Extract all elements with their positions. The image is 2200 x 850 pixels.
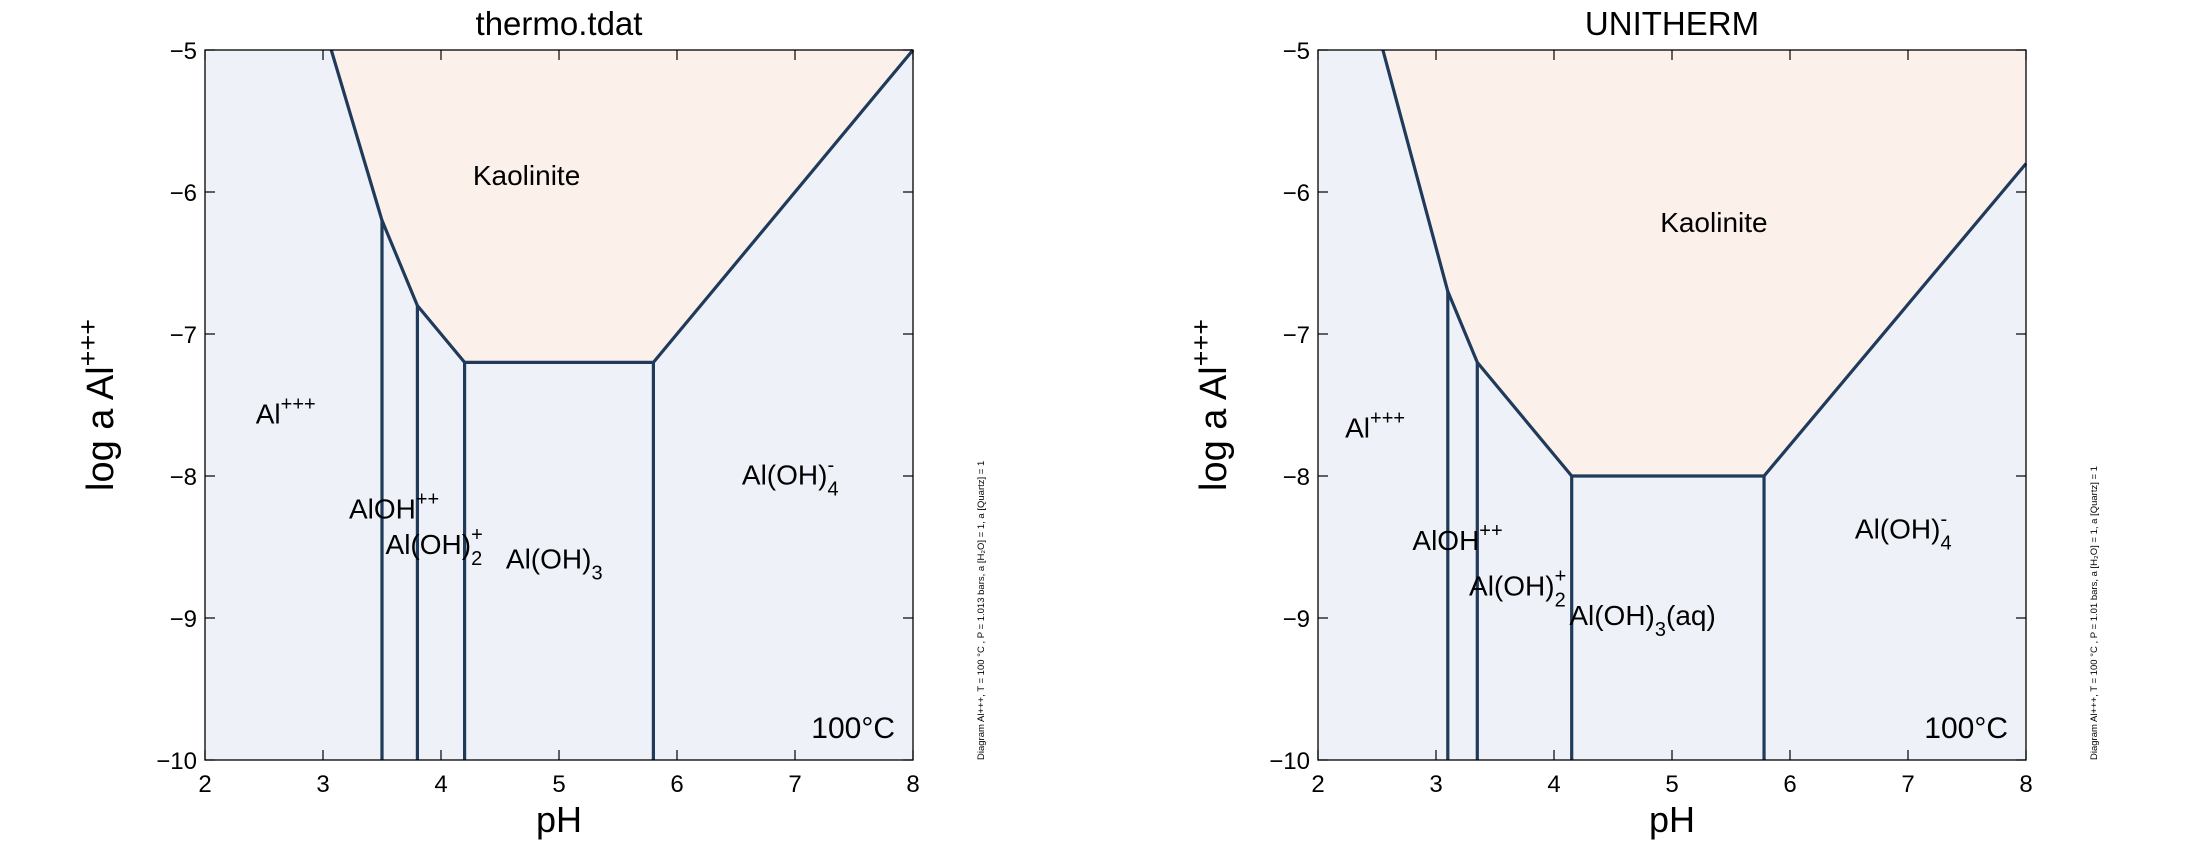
y-axis-label-text: log a Al	[80, 366, 122, 491]
kaolinite-region	[331, 50, 913, 363]
chart-title: thermo.tdat	[476, 5, 643, 42]
field-label: Al(OH)2+	[386, 524, 483, 570]
field-label-base: AlOH	[349, 494, 416, 525]
field-label: Al(OH)3(aq)	[1569, 600, 1715, 641]
y-tick-label: −7	[170, 322, 197, 349]
y-tick-label: −8	[170, 464, 197, 491]
x-tick-label: 7	[788, 771, 801, 798]
x-tick-label: 5	[1665, 771, 1678, 798]
x-tick-label: 8	[2019, 771, 2032, 798]
field-label-base: Al(OH)	[386, 529, 472, 560]
field-label-sup: ++	[1479, 520, 1502, 542]
x-axis-label: pH	[536, 799, 582, 840]
field-label: Al(OH)4-	[1855, 508, 1952, 554]
x-tick-label: 5	[552, 771, 565, 798]
diagram-note: Diagram Al+++, T = 100 °C , P = 1.01 bar…	[2089, 466, 2100, 760]
temperature-label: 100°C	[811, 712, 895, 745]
y-tick-label: −10	[1269, 748, 1310, 775]
field-label-base: Al(OH)	[506, 543, 592, 574]
temperature-label: 100°C	[1924, 712, 2008, 745]
field-label-sup: +	[471, 524, 483, 546]
field-label-base: Al	[1345, 413, 1370, 444]
y-axis-label-sup: +++	[1186, 319, 1216, 366]
y-tick-label: −5	[170, 38, 197, 65]
x-tick-label: 2	[198, 771, 211, 798]
field-label-sub: 4	[1940, 532, 1951, 554]
field-label-base: Al(OH)	[742, 460, 828, 491]
field-label-sup: -	[1940, 508, 1947, 530]
x-tick-label: 3	[316, 771, 329, 798]
y-tick-label: −9	[1283, 606, 1310, 633]
y-tick-label: −7	[1283, 322, 1310, 349]
x-tick-label: 6	[1783, 771, 1796, 798]
y-tick-label: −6	[1283, 180, 1310, 207]
y-axis-label: log a Al+++	[73, 319, 122, 491]
x-tick-label: 6	[670, 771, 683, 798]
field-label-sup: +	[1555, 565, 1567, 587]
y-tick-label: −5	[1283, 38, 1310, 65]
x-tick-label: 4	[434, 771, 447, 798]
field-label-sup: ++	[416, 489, 439, 511]
y-axis-label: log a Al+++	[1186, 319, 1235, 491]
field-label: Kaolinite	[1660, 207, 1767, 238]
field-label-base: Kaolinite	[1660, 207, 1767, 238]
field-label-suffix: (aq)	[1666, 600, 1716, 631]
x-tick-label: 4	[1547, 771, 1560, 798]
field-label-sub: 4	[827, 479, 838, 501]
field-label-base: Al	[256, 398, 281, 429]
x-tick-label: 2	[1311, 771, 1324, 798]
x-tick-label: 3	[1429, 771, 1442, 798]
field-label: Al(OH)3	[506, 543, 603, 584]
field-label: Al+++	[1345, 408, 1405, 444]
field-label: Al(OH)4-	[742, 455, 839, 501]
field-label-sup: +++	[281, 393, 316, 415]
field-label-sup: +++	[1370, 408, 1405, 430]
field-label-base: Al(OH)	[1469, 570, 1555, 601]
kaolinite-boundary	[1381, 49, 2028, 478]
y-axis-label-text: log a Al	[1193, 366, 1235, 491]
y-tick-label: −8	[1283, 464, 1310, 491]
chart-panel-1: 2 3 4 5 6 7 8 −5 −6 −7 −8 −9 −10 thermo.tdat pH log a A…	[73, 5, 987, 840]
field-label-sub: 3	[591, 562, 602, 584]
field-label: AlOH++	[349, 489, 439, 525]
field-label: AlOH++	[1412, 520, 1502, 556]
field-label-sub: 2	[471, 548, 482, 570]
field-label-base: Al(OH)	[1569, 600, 1655, 631]
y-axis-label-sup: +++	[73, 319, 103, 366]
y-tick-label: −6	[170, 180, 197, 207]
field-label: Al+++	[256, 393, 316, 429]
y-tick-label: −10	[156, 748, 197, 775]
kaolinite-region	[1382, 50, 2026, 476]
kaolinite-boundary	[329, 48, 915, 364]
y-tick-label: −9	[170, 606, 197, 633]
field-label-sup: -	[827, 455, 834, 477]
x-axis-label: pH	[1649, 799, 1695, 840]
chart-title: UNITHERM	[1585, 5, 1759, 42]
field-label-base: AlOH	[1412, 525, 1479, 556]
x-tick-label: 7	[1901, 771, 1914, 798]
field-label: Al(OH)2+	[1469, 565, 1566, 611]
field-label: Kaolinite	[473, 160, 580, 191]
field-label-base: Al(OH)	[1855, 513, 1941, 544]
field-label-sub: 2	[1555, 589, 1566, 611]
x-tick-label: 8	[906, 771, 919, 798]
field-label-sub: 3	[1655, 619, 1666, 641]
diagram-note: Diagram Al+++, T = 100 °C , P = 1.013 ba…	[976, 461, 987, 760]
field-label-base: Kaolinite	[473, 160, 580, 191]
